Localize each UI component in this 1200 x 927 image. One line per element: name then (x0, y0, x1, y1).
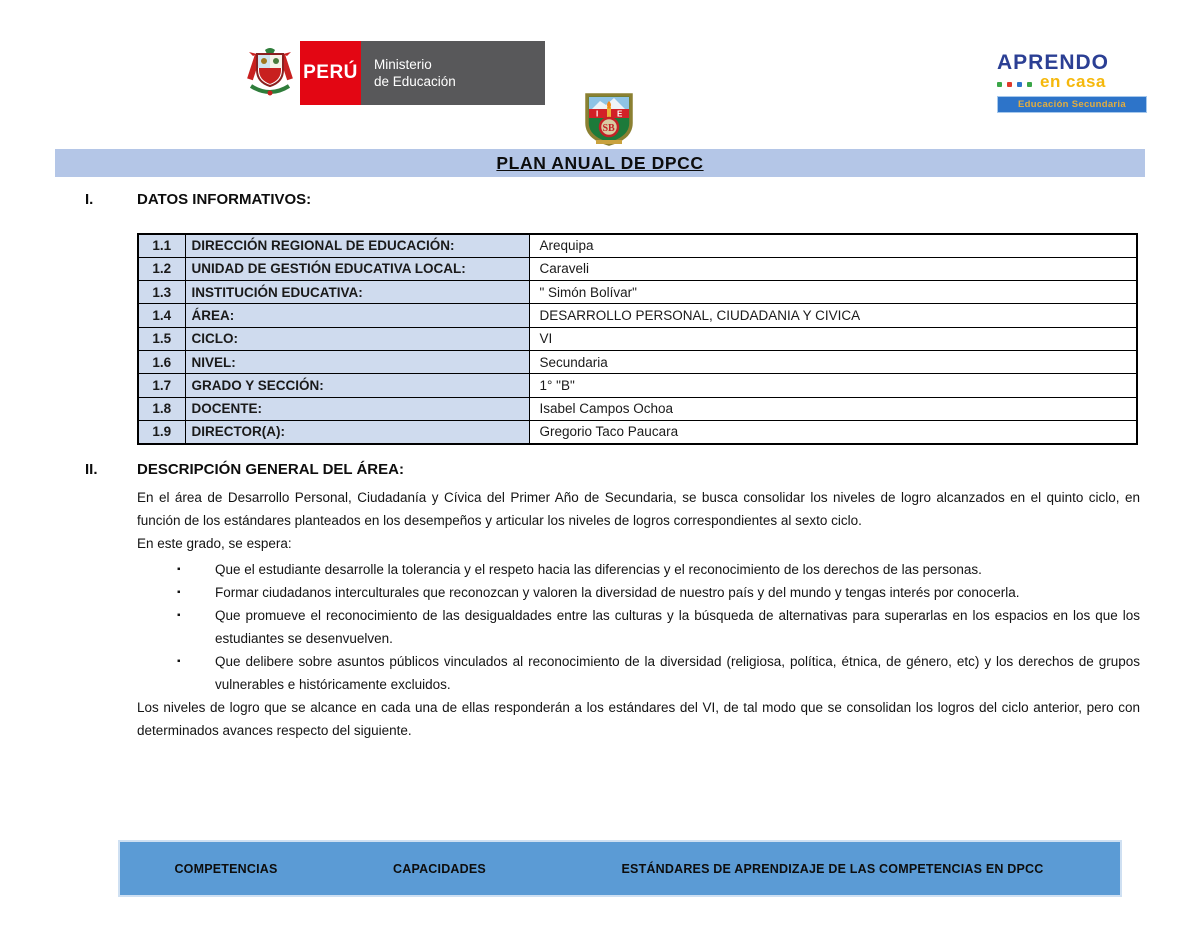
svg-text:I: I (596, 110, 598, 119)
peru-label: PERÚ (303, 62, 358, 83)
aprendo-en-casa-badge: APRENDO en casa Educación Secundaria (997, 51, 1147, 113)
row-label: DIRECCIÓN REGIONAL DE EDUCACIÓN: (184, 233, 530, 258)
description-paragraph-1: En el área de Desarrollo Personal, Ciuda… (137, 490, 1140, 528)
ministry-line2: de Educación (374, 74, 456, 89)
table-row: 1.4 ÁREA: DESARROLLO PERSONAL, CIUDADANI… (137, 303, 1138, 328)
row-number: 1.6 (137, 349, 186, 375)
bullet-icon: ▪ (177, 610, 181, 621)
row-label: ÁREA: (184, 303, 530, 328)
ministry-line1: Ministerio (374, 57, 432, 72)
list-item-text: Formar ciudadanos interculturales que re… (215, 585, 1020, 600)
descripcion-general-body: En el área de Desarrollo Personal, Ciuda… (137, 486, 1140, 742)
row-value: VI (528, 326, 1138, 351)
table-row: 1.3 INSTITUCIÓN EDUCATIVA: " Simón Bolív… (137, 280, 1138, 305)
svg-text:E: E (617, 110, 623, 119)
row-value: Arequipa (528, 233, 1138, 258)
row-number: 1.2 (137, 256, 186, 282)
table-row: 1.8 DOCENTE: Isabel Campos Ochoa (137, 396, 1138, 421)
row-label: NIVEL: (184, 349, 530, 375)
row-label: DIRECTOR(A): (184, 419, 530, 445)
row-label: DOCENTE: (184, 396, 530, 421)
description-paragraph-2: En este grado, se espera: (137, 536, 292, 551)
table-row: 1.2 UNIDAD DE GESTIÓN EDUCATIVA LOCAL: C… (137, 256, 1138, 282)
table-row: 1.1 DIRECCIÓN REGIONAL DE EDUCACIÓN: Are… (137, 233, 1138, 258)
column-header-estandares: ESTÁNDARES DE APRENDIZAJE DE LAS COMPETE… (621, 861, 1044, 876)
row-number: 1.3 (137, 280, 186, 305)
row-number: 1.9 (137, 419, 186, 445)
row-label: UNIDAD DE GESTIÓN EDUCATIVA LOCAL: (184, 256, 530, 282)
competencias-table-header: COMPETENCIAS CAPACIDADES ESTÁNDARES DE A… (118, 840, 1122, 897)
row-value: Gregorio Taco Paucara (528, 419, 1138, 445)
list-item-text: Que el estudiante desarrolle la toleranc… (215, 562, 982, 577)
bullet-icon: ▪ (177, 587, 181, 598)
educacion-secundaria-ribbon: Educación Secundaria (997, 96, 1147, 113)
peru-coat-of-arms-icon (240, 41, 300, 105)
encasa-wordmark: en casa (1040, 72, 1106, 91)
school-crest-icon: I E SB (583, 93, 635, 152)
row-number: 1.1 (137, 233, 186, 258)
row-value: Secundaria (528, 349, 1138, 375)
expectations-list: ▪ Que el estudiante desarrolle la tolera… (137, 558, 1140, 696)
aprendo-wordmark: APRENDO (997, 51, 1110, 74)
row-label: INSTITUCIÓN EDUCATIVA: (184, 280, 530, 305)
table-row: 1.9 DIRECTOR(A): Gregorio Taco Paucara (137, 419, 1138, 445)
row-value: DESARROLLO PERSONAL, CIUDADANIA Y CIVICA (528, 303, 1138, 328)
row-number: 1.8 (137, 396, 186, 421)
section-2-title: DESCRIPCIÓN GENERAL DEL ÁREA: (137, 461, 404, 478)
list-item-text: Que delibere sobre asuntos públicos vinc… (215, 654, 1140, 692)
section-2-numeral: II. (85, 461, 98, 478)
list-item-text: Que promueve el reconocimiento de las de… (215, 608, 1140, 646)
row-number: 1.5 (137, 326, 186, 351)
row-value: 1° "B" (528, 373, 1138, 398)
list-item: ▪ Que promueve el reconocimiento de las … (137, 604, 1140, 650)
column-header-capacidades: CAPACIDADES (393, 861, 486, 876)
section-1-numeral: I. (85, 191, 94, 208)
row-label: GRADO Y SECCIÓN: (184, 373, 530, 398)
bullet-icon: ▪ (177, 564, 181, 575)
row-value: Caraveli (528, 256, 1138, 282)
minedu-logo: PERÚ Ministerio de Educación (240, 41, 545, 105)
table-row: 1.6 NIVEL: Secundaria (137, 349, 1138, 375)
bullet-icon: ▪ (177, 656, 181, 667)
svg-text:SB: SB (603, 123, 616, 134)
description-paragraph-3: Los niveles de logro que se alcance en c… (137, 700, 1140, 738)
row-value: Isabel Campos Ochoa (528, 396, 1138, 421)
datos-informativos-table: 1.1 DIRECCIÓN REGIONAL DE EDUCACIÓN: Are… (137, 233, 1138, 445)
row-label: CICLO: (184, 326, 530, 351)
table-row: 1.5 CICLO: VI (137, 326, 1138, 351)
column-header-competencias: COMPETENCIAS (174, 861, 278, 876)
row-value: " Simón Bolívar" (528, 280, 1138, 305)
peru-wordmark: PERÚ (300, 41, 361, 105)
document-title-bar: PLAN ANUAL DE DPCC (55, 149, 1145, 177)
list-item: ▪ Que el estudiante desarrolle la tolera… (137, 558, 1140, 581)
ministry-name: Ministerio de Educación (361, 41, 545, 105)
section-1-title: DATOS INFORMATIVOS: (137, 191, 312, 208)
table-row: 1.7 GRADO Y SECCIÓN: 1° "B" (137, 373, 1138, 398)
row-number: 1.7 (137, 373, 186, 398)
list-item: ▪ Formar ciudadanos interculturales que … (137, 581, 1140, 604)
row-number: 1.4 (137, 303, 186, 328)
list-item: ▪ Que delibere sobre asuntos públicos vi… (137, 650, 1140, 696)
aprendo-dots-icon (997, 81, 1032, 87)
page-title: PLAN ANUAL DE DPCC (496, 152, 704, 173)
